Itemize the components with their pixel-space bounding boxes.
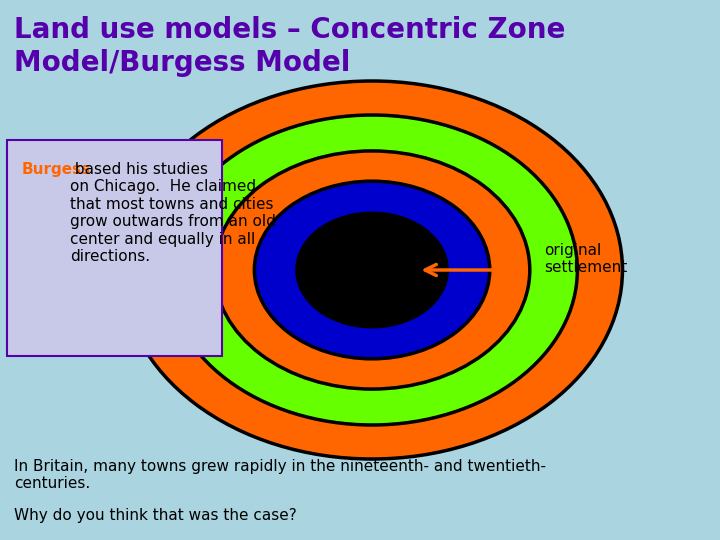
Text: Burgess: Burgess [22, 162, 91, 177]
Text: original
settlement: original settlement [544, 243, 627, 275]
Circle shape [215, 151, 530, 389]
Text: In Britain, many towns grew rapidly in the nineteenth- and twentieth-
centuries.: In Britain, many towns grew rapidly in t… [14, 459, 546, 491]
Text: Land use models – Concentric Zone
Model/Burgess Model: Land use models – Concentric Zone Model/… [14, 16, 566, 77]
Circle shape [297, 213, 447, 327]
Text: based his studies
on Chicago.  He claimed
that most towns and cities
grow outwar: based his studies on Chicago. He claimed… [70, 162, 276, 264]
Text: Why do you think that was the case?: Why do you think that was the case? [14, 508, 297, 523]
Circle shape [167, 115, 577, 425]
FancyBboxPatch shape [7, 140, 222, 356]
Circle shape [122, 81, 623, 459]
Circle shape [254, 181, 490, 359]
